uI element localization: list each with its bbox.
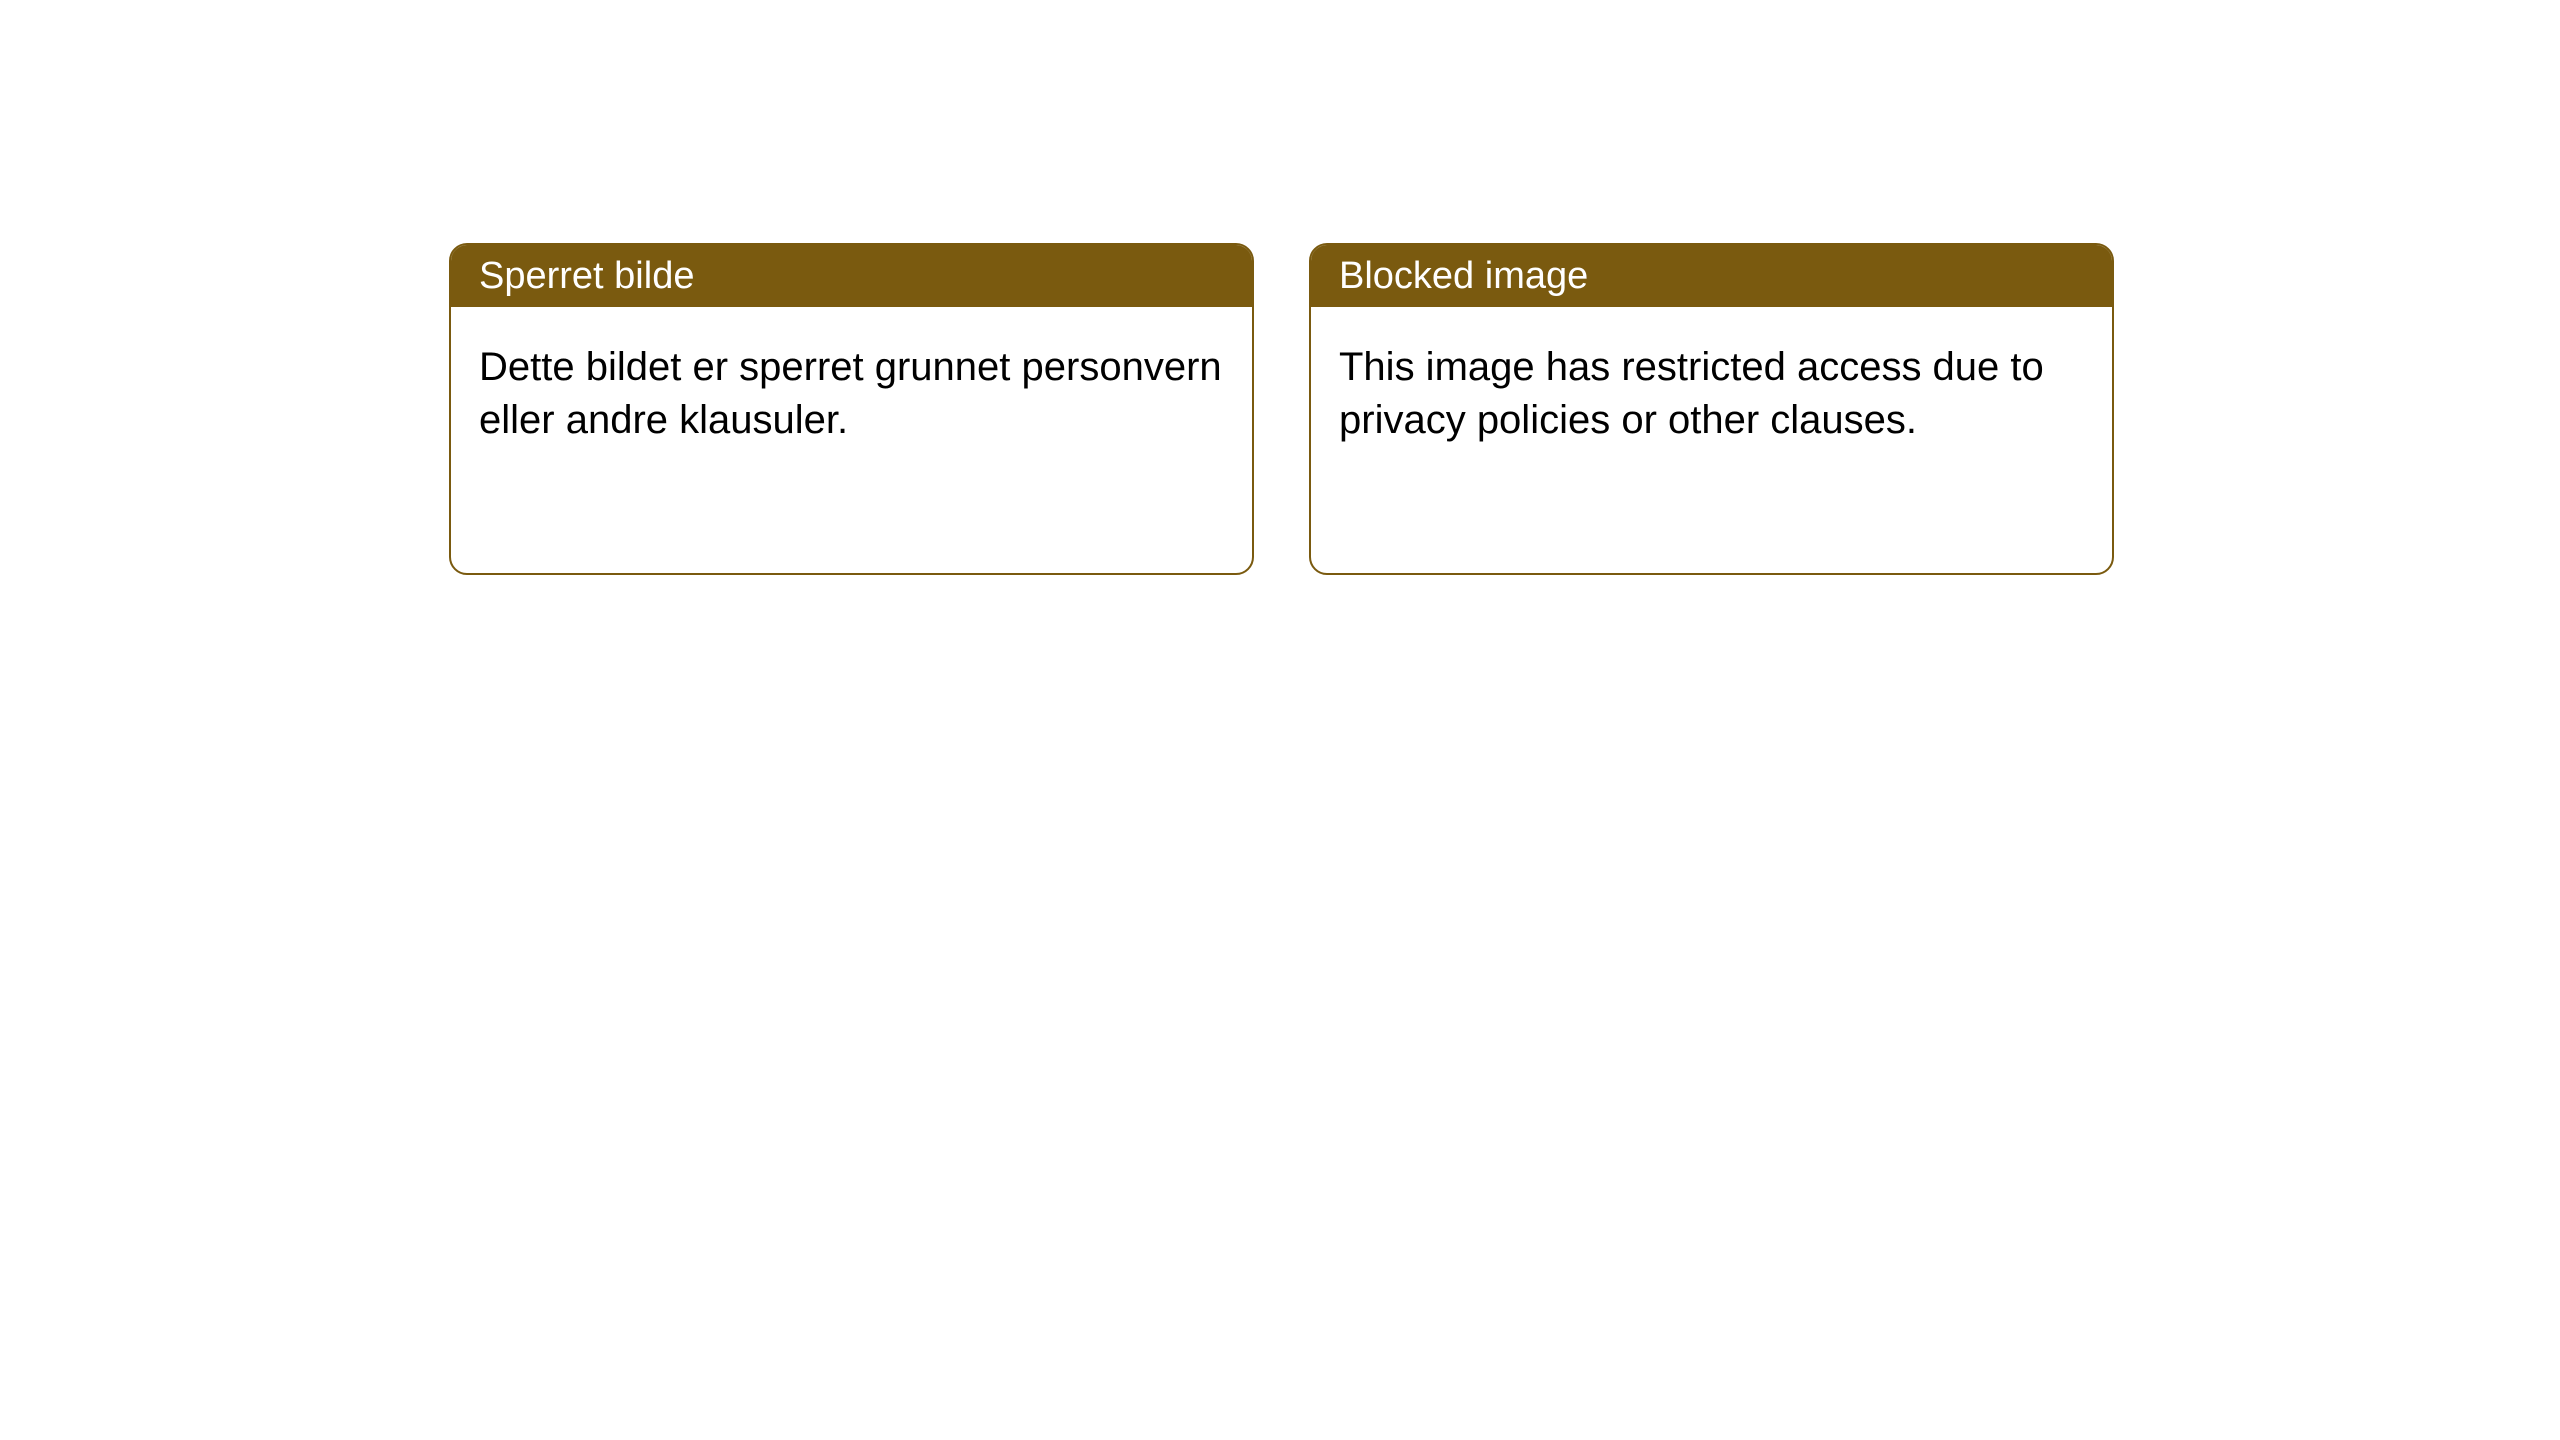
notice-card-norwegian: Sperret bilde Dette bildet er sperret gr… bbox=[449, 243, 1254, 575]
notice-card-title: Blocked image bbox=[1339, 255, 1588, 298]
notice-card-container: Sperret bilde Dette bildet er sperret gr… bbox=[449, 243, 2114, 575]
notice-card-title: Sperret bilde bbox=[479, 255, 694, 298]
notice-card-header: Blocked image bbox=[1311, 245, 2112, 307]
notice-card-english: Blocked image This image has restricted … bbox=[1309, 243, 2114, 575]
notice-card-body-text: This image has restricted access due to … bbox=[1339, 345, 2044, 442]
notice-card-body: Dette bildet er sperret grunnet personve… bbox=[451, 307, 1252, 481]
notice-card-body-text: Dette bildet er sperret grunnet personve… bbox=[479, 345, 1222, 442]
notice-card-header: Sperret bilde bbox=[451, 245, 1252, 307]
notice-card-body: This image has restricted access due to … bbox=[1311, 307, 2112, 481]
